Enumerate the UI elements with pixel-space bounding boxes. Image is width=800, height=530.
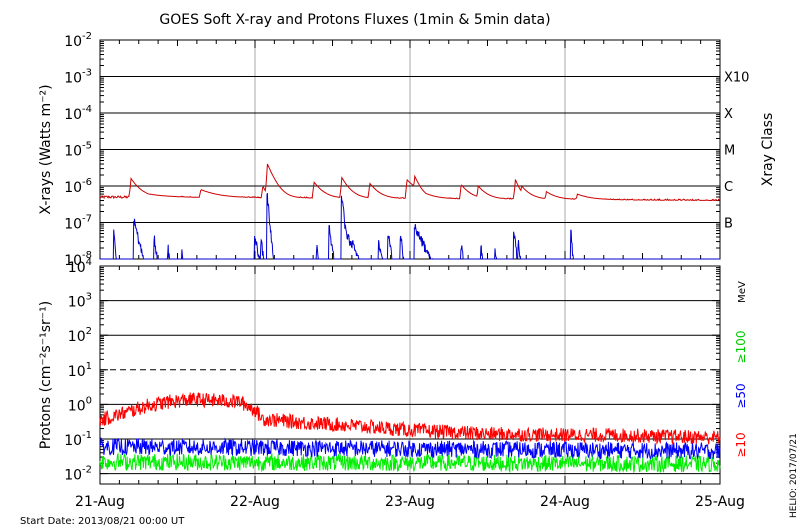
x-tick-label: 21-Aug: [75, 494, 125, 510]
start-date-label: Start Date: 2013/08/21 00:00 UT: [20, 516, 185, 527]
y-tick-label: 102: [68, 326, 92, 345]
proton-energy-label: ≥50: [734, 383, 748, 408]
proton-unit-label: MeV: [737, 281, 748, 303]
y-tick-label: 104: [68, 257, 92, 276]
y-tick-label: 10-3: [64, 68, 92, 87]
xray-class-label: X: [724, 107, 733, 122]
y-tick-label: 101: [68, 361, 92, 380]
xray-class-label: C: [724, 180, 733, 195]
proton-series: [99, 452, 721, 474]
x-tick-label: 23-Aug: [385, 494, 435, 510]
xray-long-series: [99, 163, 721, 202]
proton-energy-label: ≥10: [734, 432, 748, 457]
xray-class-label: X10: [724, 71, 749, 86]
x-tick-label: 24-Aug: [540, 494, 590, 510]
proton-panel: 10-2 10-1 100 101 102 103 104 Protons (cm⁻²s⁻¹s…: [38, 257, 748, 485]
xray-class-label: B: [724, 217, 733, 232]
xray-panel: 10-810-710-610-510-410-310-2X-rays (Watt…: [38, 31, 776, 269]
y-tick-label: 10-2: [64, 31, 92, 50]
xray-class-label: M: [724, 144, 735, 159]
y-tick-label: 10-5: [64, 141, 92, 160]
xray-short-series: [100, 193, 720, 260]
y-tick-label: 10-1: [64, 430, 92, 449]
y-axis-title: Protons (cm⁻²s⁻¹sr⁻¹): [38, 301, 54, 450]
y-tick-label: 103: [68, 292, 92, 311]
x-tick-label: 22-Aug: [230, 494, 280, 510]
xray-class-title: Xray Class: [760, 113, 776, 187]
y-tick-label: 10-6: [64, 177, 92, 196]
proton-energy-label: ≥100: [734, 331, 748, 364]
y-tick-label: 10-4: [64, 104, 92, 123]
proton-series: [99, 392, 721, 446]
x-axis: 21-Aug 22-Aug 23-Aug 24-Aug 25-Aug: [75, 494, 745, 510]
chart-title: GOES Soft X-ray and Protons Fluxes (1min…: [159, 12, 550, 28]
x-tick-label: 25-Aug: [695, 494, 745, 510]
y-tick-label: 100: [68, 395, 92, 414]
credit-label: HELIO: 2017/07/21: [789, 433, 799, 518]
y-axis-title: X-rays (Watts m⁻²): [38, 84, 54, 214]
proton-series: [99, 437, 721, 461]
y-tick-label: 10-7: [64, 214, 92, 233]
y-tick-label: 10-2: [64, 465, 92, 484]
